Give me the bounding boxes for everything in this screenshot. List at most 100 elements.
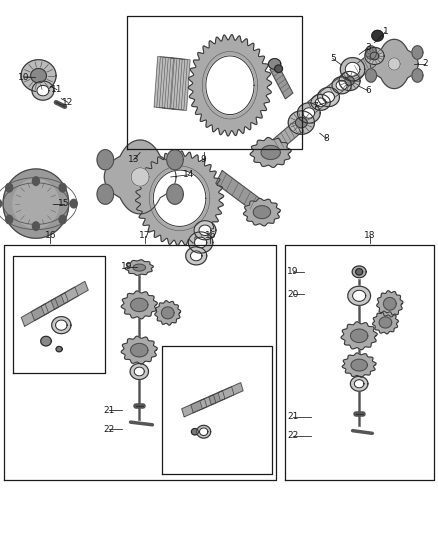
Polygon shape [13, 180, 59, 228]
Polygon shape [131, 298, 148, 312]
Polygon shape [311, 94, 330, 110]
Polygon shape [59, 215, 66, 224]
Polygon shape [188, 232, 213, 253]
Polygon shape [270, 64, 293, 99]
Polygon shape [51, 287, 78, 309]
Polygon shape [21, 60, 56, 92]
Polygon shape [3, 169, 69, 238]
Polygon shape [268, 121, 301, 155]
Polygon shape [365, 46, 377, 59]
Polygon shape [167, 184, 183, 204]
Polygon shape [182, 399, 207, 417]
Polygon shape [322, 92, 335, 102]
Polygon shape [70, 199, 77, 208]
Polygon shape [206, 56, 254, 115]
Polygon shape [342, 353, 376, 377]
Polygon shape [209, 387, 234, 405]
Polygon shape [353, 290, 366, 301]
Polygon shape [31, 298, 58, 320]
Polygon shape [297, 103, 320, 123]
Polygon shape [288, 111, 314, 134]
Polygon shape [162, 58, 182, 110]
Text: 6: 6 [365, 86, 371, 95]
Polygon shape [133, 264, 145, 271]
Text: 21: 21 [103, 406, 114, 415]
Text: 14: 14 [183, 171, 194, 179]
Polygon shape [199, 225, 211, 236]
Polygon shape [352, 266, 366, 278]
Polygon shape [59, 183, 66, 192]
Text: 19: 19 [287, 268, 298, 276]
Polygon shape [194, 237, 207, 248]
Polygon shape [61, 281, 88, 304]
Polygon shape [350, 329, 368, 343]
Polygon shape [167, 150, 183, 170]
Polygon shape [159, 57, 180, 109]
Polygon shape [377, 290, 403, 317]
Polygon shape [341, 322, 377, 350]
Text: 1: 1 [382, 28, 389, 36]
Polygon shape [412, 46, 423, 59]
Polygon shape [244, 198, 280, 226]
Text: 22: 22 [287, 432, 298, 440]
Polygon shape [332, 77, 351, 94]
Polygon shape [350, 376, 368, 391]
Polygon shape [275, 65, 283, 72]
Polygon shape [6, 215, 13, 224]
Polygon shape [194, 221, 216, 240]
Polygon shape [155, 301, 180, 325]
Polygon shape [41, 293, 68, 315]
Polygon shape [121, 336, 157, 364]
Polygon shape [370, 52, 379, 60]
Polygon shape [134, 367, 145, 376]
Polygon shape [97, 184, 113, 204]
Polygon shape [354, 379, 364, 388]
Polygon shape [154, 56, 174, 109]
Polygon shape [41, 336, 51, 346]
Text: 11: 11 [51, 85, 63, 94]
Polygon shape [268, 59, 281, 69]
Polygon shape [153, 170, 206, 227]
Polygon shape [191, 395, 216, 413]
Polygon shape [97, 150, 113, 170]
Polygon shape [121, 291, 157, 319]
Text: 16: 16 [205, 231, 216, 240]
Polygon shape [157, 57, 177, 109]
Polygon shape [365, 47, 384, 64]
Polygon shape [188, 35, 272, 136]
Text: 22: 22 [103, 425, 114, 433]
Polygon shape [162, 307, 174, 319]
Polygon shape [170, 58, 190, 110]
Polygon shape [197, 425, 211, 438]
Polygon shape [186, 247, 207, 265]
Polygon shape [32, 177, 39, 185]
Polygon shape [130, 364, 148, 379]
Text: 9: 9 [201, 156, 207, 164]
Polygon shape [52, 317, 71, 334]
Polygon shape [21, 304, 49, 326]
Text: 20: 20 [287, 290, 298, 298]
Text: 3: 3 [365, 44, 371, 52]
Polygon shape [135, 151, 224, 246]
Polygon shape [261, 146, 280, 159]
Text: 13: 13 [128, 156, 139, 164]
Polygon shape [191, 429, 198, 435]
Polygon shape [32, 222, 39, 230]
Polygon shape [165, 58, 185, 110]
Polygon shape [191, 251, 202, 261]
Polygon shape [384, 297, 396, 310]
Polygon shape [348, 286, 371, 305]
Text: 7: 7 [312, 102, 318, 111]
Text: 2: 2 [422, 60, 427, 68]
Polygon shape [104, 140, 176, 214]
Polygon shape [37, 85, 49, 96]
Polygon shape [131, 343, 148, 357]
Polygon shape [339, 71, 360, 91]
Polygon shape [31, 69, 46, 83]
Text: 12: 12 [62, 98, 74, 107]
Polygon shape [336, 80, 347, 90]
Text: 10: 10 [18, 73, 30, 82]
Polygon shape [216, 171, 265, 215]
Text: 16: 16 [45, 231, 56, 240]
Polygon shape [0, 199, 2, 208]
